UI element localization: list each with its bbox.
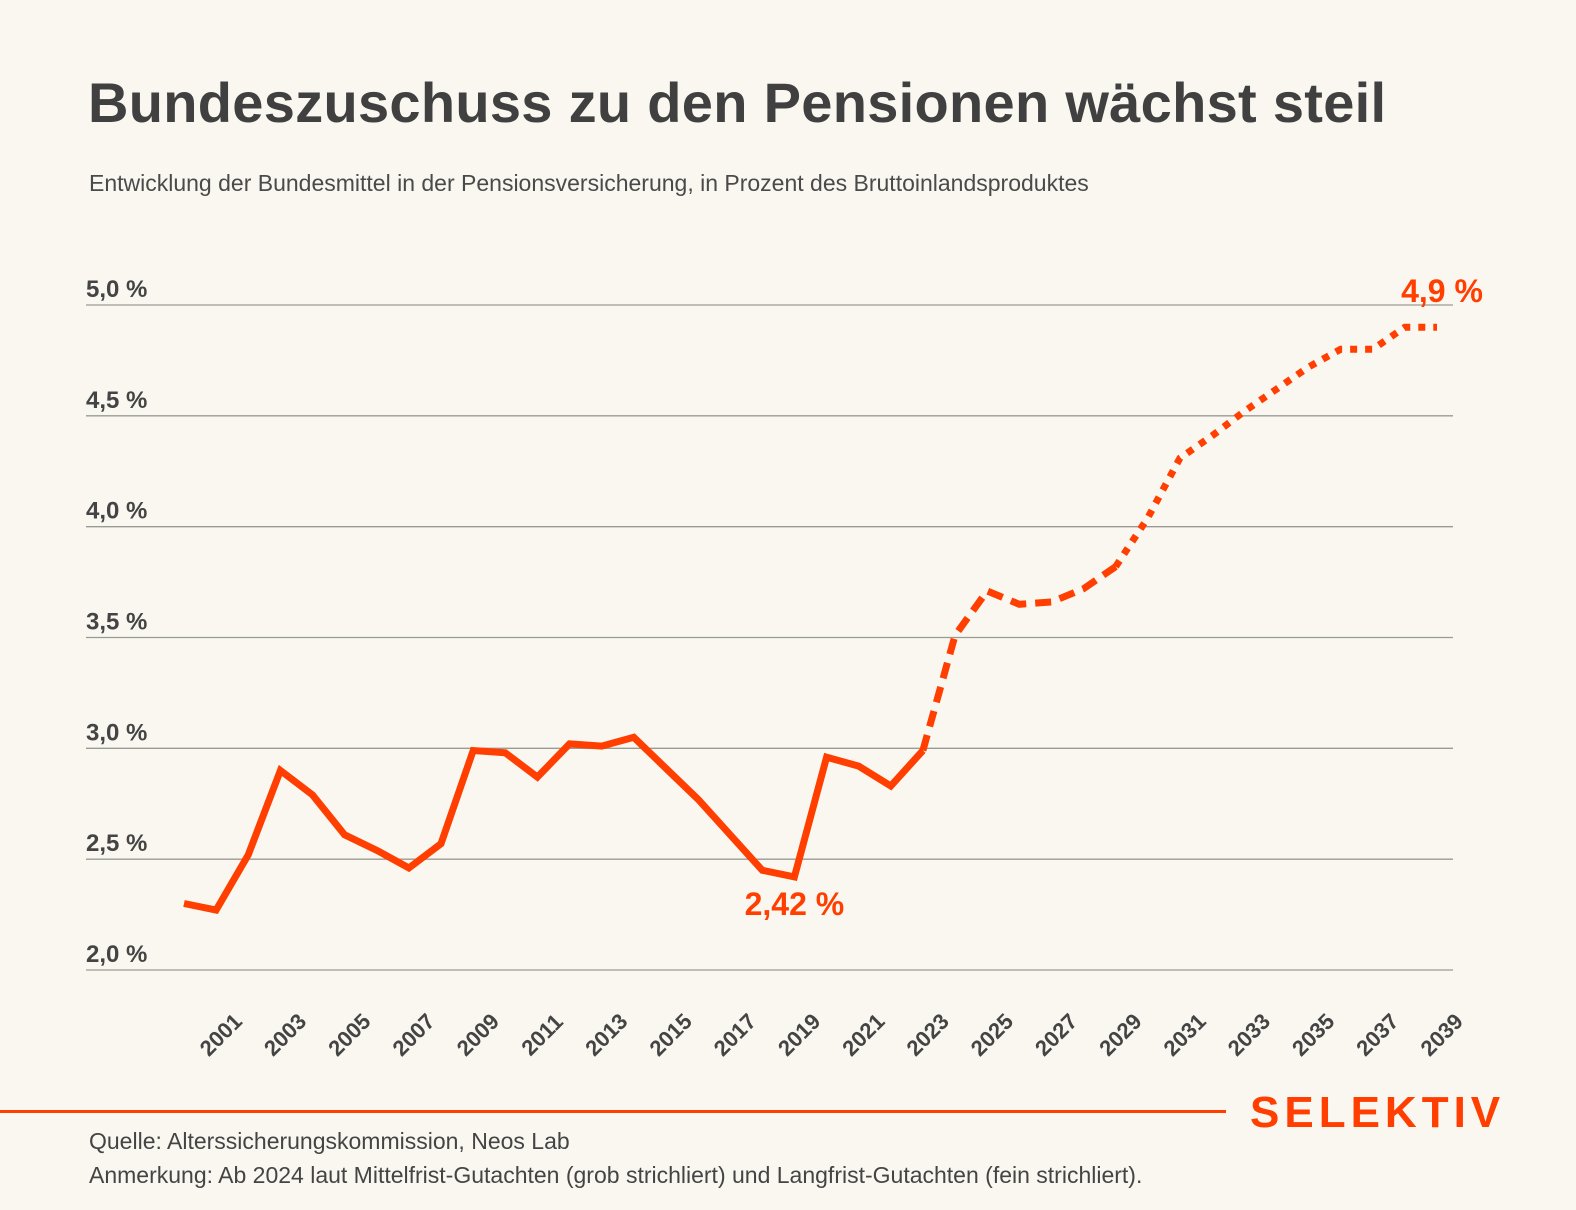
chart-title: Bundeszuschuss zu den Pensionen wächst s…: [88, 71, 1387, 134]
brand-logo: SELEKTIV: [1250, 1088, 1506, 1137]
remark-note: Anmerkung: Ab 2024 laut Mittelfrist-Guta…: [89, 1162, 1143, 1188]
x-tick-label: 2017: [709, 1009, 761, 1061]
x-tick-label: 2027: [1030, 1009, 1082, 1061]
data-label: 4,9 %: [1401, 273, 1483, 309]
x-tick-label: 2019: [773, 1009, 825, 1061]
y-tick-label: 4,0 %: [86, 498, 147, 525]
x-tick-label: 2023: [901, 1009, 953, 1061]
x-tick-label: 2021: [837, 1009, 889, 1061]
series-line-solid: [183, 733, 926, 915]
x-tick-label: 2009: [452, 1009, 504, 1061]
x-tick-label: 2025: [966, 1009, 1018, 1061]
x-tick-label: 2033: [1223, 1009, 1275, 1061]
y-tick-label: 4,5 %: [86, 387, 147, 414]
series-lines: [183, 323, 1437, 915]
x-tick-label: 2029: [1094, 1009, 1146, 1061]
x-tick-label: 2013: [580, 1009, 632, 1061]
footer-divider: [0, 1110, 1226, 1113]
y-tick-label: 2,0 %: [86, 941, 147, 968]
series-line-dotted: [1112, 323, 1437, 569]
x-tick-label: 2011: [516, 1009, 567, 1060]
series-line-dashed: [919, 563, 1118, 752]
x-tick-label: 2001: [195, 1009, 247, 1061]
x-tick-label: 2031: [1159, 1009, 1211, 1061]
x-axis-ticks: 2001 2003 2005 2007 2009 2011 2013 2015 2017 2019…: [195, 1009, 1468, 1061]
y-tick-label: 5,0 %: [86, 276, 147, 303]
y-tick-label: 3,0 %: [86, 719, 147, 746]
annotations: 2,42 % 4,9 %: [745, 273, 1483, 922]
gridlines: [86, 304, 1453, 971]
y-axis-ticks: 2,0 % 2,5 % 3,0 % 3,5 % 4,0 % 4,5 % 5,0 %: [86, 276, 147, 968]
x-tick-label: 2003: [259, 1009, 311, 1061]
x-tick-label: 2005: [323, 1009, 375, 1061]
x-tick-label: 2015: [644, 1009, 696, 1061]
x-tick-label: 2037: [1351, 1009, 1403, 1061]
y-tick-label: 2,5 %: [86, 830, 147, 857]
line-chart: 2,0 % 2,5 % 3,0 % 3,5 % 4,0 % 4,5 % 5,0 % 2001…: [86, 273, 1483, 1061]
x-tick-label: 2035: [1287, 1009, 1339, 1061]
data-label: 2,42 %: [745, 886, 845, 922]
x-tick-label: 2039: [1416, 1009, 1468, 1061]
x-tick-label: 2007: [387, 1009, 439, 1061]
y-tick-label: 3,5 %: [86, 609, 147, 636]
chart-subtitle: Entwicklung der Bundesmittel in der Pens…: [89, 170, 1089, 196]
source-note: Quelle: Alterssicherungskommission, Neos…: [89, 1128, 570, 1154]
